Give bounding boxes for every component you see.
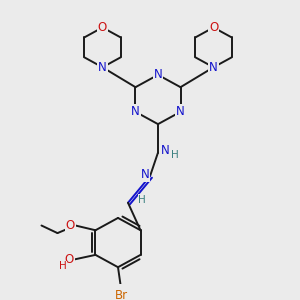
- Text: N: N: [98, 61, 107, 74]
- Text: O: O: [65, 253, 74, 266]
- Text: H: H: [138, 195, 146, 205]
- Text: N: N: [131, 105, 140, 118]
- Text: H: H: [58, 261, 66, 271]
- Text: N: N: [141, 168, 149, 181]
- Text: N: N: [176, 105, 185, 118]
- Text: N: N: [154, 68, 162, 81]
- Text: O: O: [209, 21, 218, 34]
- Text: Br: Br: [114, 289, 128, 300]
- Text: N: N: [209, 61, 218, 74]
- Text: O: O: [66, 219, 75, 232]
- Text: N: N: [160, 144, 169, 157]
- Text: O: O: [98, 21, 107, 34]
- Text: H: H: [171, 150, 179, 161]
